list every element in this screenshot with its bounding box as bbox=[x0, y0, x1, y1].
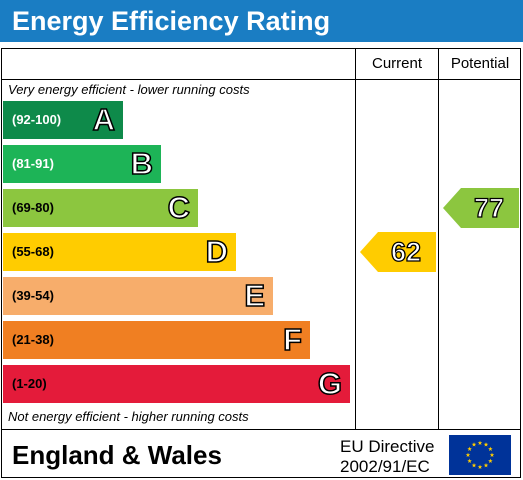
band-range: (21-38) bbox=[12, 332, 54, 347]
band-letter: D bbox=[205, 233, 229, 270]
band-range: (55-68) bbox=[12, 244, 54, 259]
band-range: (39-54) bbox=[12, 288, 54, 303]
potential-rating-arrow: 77 bbox=[443, 188, 519, 228]
region-label: England & Wales bbox=[12, 440, 222, 470]
title-bar: Energy Efficiency Rating bbox=[0, 0, 523, 42]
eu-flag-icon bbox=[449, 435, 511, 475]
directive-line-2: 2002/91/EC bbox=[340, 457, 430, 476]
current-rating-value: 62 bbox=[390, 236, 422, 267]
flag-star-icon bbox=[477, 440, 483, 445]
band-c: (69-80) C bbox=[3, 189, 198, 227]
band-letter: B bbox=[130, 145, 154, 182]
header-divider bbox=[1, 79, 521, 80]
band-range: (1-20) bbox=[12, 376, 47, 391]
band-e: (39-54) E bbox=[3, 277, 273, 315]
band-letter: A bbox=[92, 101, 116, 138]
band-a: (92-100) A bbox=[3, 101, 123, 139]
band-range: (69-80) bbox=[12, 200, 54, 215]
band-range: (81-91) bbox=[12, 156, 54, 171]
current-rating-arrow: 62 bbox=[360, 232, 436, 272]
potential-rating-value: 77 bbox=[473, 192, 505, 223]
chart-title: Energy Efficiency Rating bbox=[12, 6, 331, 36]
potential-column-header: Potential bbox=[450, 55, 510, 72]
current-column-divider bbox=[355, 48, 356, 430]
band-g: (1-20) G bbox=[3, 365, 350, 403]
band-d: (55-68) D bbox=[3, 233, 236, 271]
band-range: (92-100) bbox=[12, 112, 62, 127]
chart-frame bbox=[1, 48, 521, 478]
current-arrow-shape bbox=[360, 232, 436, 272]
band-f: (21-38) F bbox=[3, 321, 310, 359]
flag-star-icon bbox=[465, 452, 471, 457]
band-letter: C bbox=[167, 189, 191, 226]
band-letter: G bbox=[317, 365, 343, 402]
flag-star-icon bbox=[467, 458, 472, 463]
flag-star-icon bbox=[471, 462, 477, 468]
flag-star-icon bbox=[488, 458, 493, 463]
band-b: (81-91) B bbox=[3, 145, 161, 183]
footer-divider bbox=[1, 429, 521, 430]
band-letter: E bbox=[244, 277, 266, 314]
flag-star-icon bbox=[489, 452, 495, 457]
current-column-header: Current bbox=[371, 55, 423, 72]
directive-line-1: EU Directive bbox=[340, 437, 435, 456]
flag-star-icon bbox=[483, 462, 489, 468]
flag-star-icon bbox=[467, 446, 472, 451]
flag-star-icon bbox=[488, 446, 493, 451]
flag-star-icon bbox=[477, 464, 483, 469]
band-letter: F bbox=[282, 321, 302, 358]
potential-arrow-shape bbox=[443, 188, 519, 228]
flag-star-icon bbox=[483, 442, 489, 447]
top-note: Very energy efficient - lower running co… bbox=[8, 82, 250, 97]
flag-star-icon bbox=[471, 442, 477, 447]
potential-column-divider bbox=[438, 48, 439, 430]
bottom-note: Not energy efficient - higher running co… bbox=[8, 409, 249, 424]
